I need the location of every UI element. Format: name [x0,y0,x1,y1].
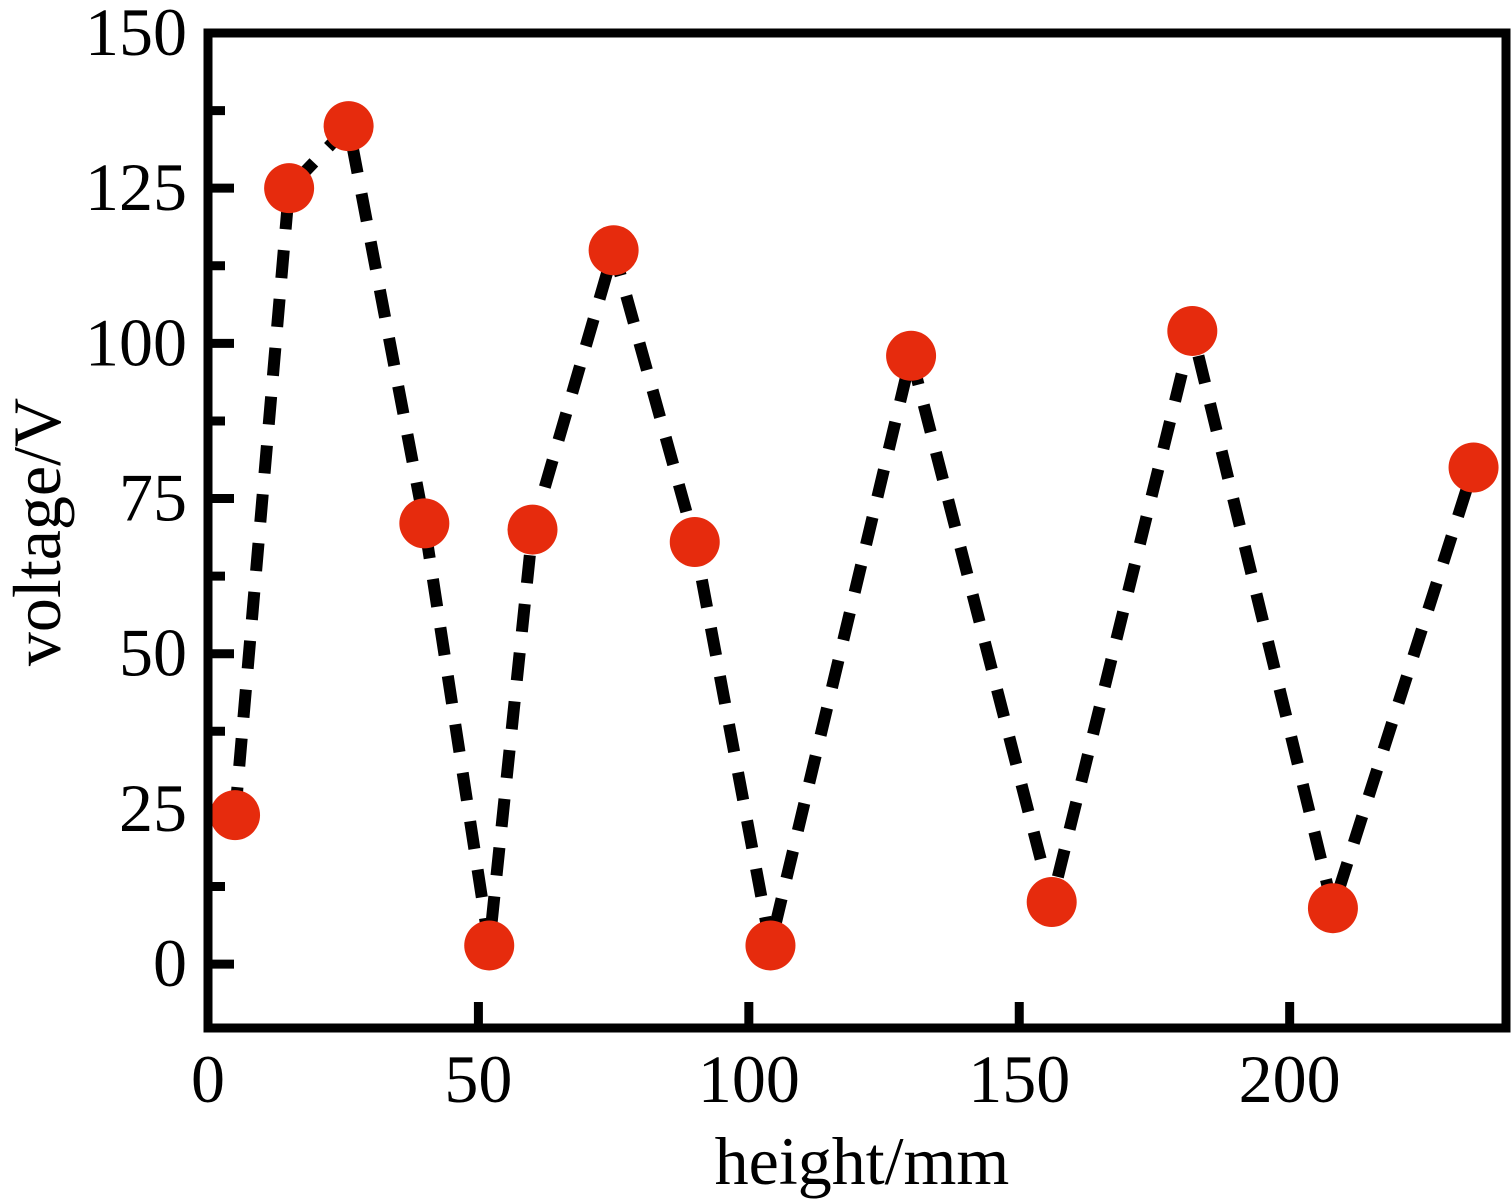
data-point [886,330,937,381]
data-point [210,790,261,841]
data-point [1167,305,1218,356]
y-tick-label: 50 [119,615,187,691]
data-point [264,163,315,214]
data-point [507,504,558,555]
ticks-layer [203,28,1295,1028]
data-point [323,101,374,152]
y-tick-label: 75 [119,460,187,536]
y-tick-label: 100 [85,304,187,380]
data-point [399,498,450,549]
data-point [1026,876,1077,927]
tick-labels-layer: 0 50 100 150 200 0 25 50 75 100 125 150 [85,0,1341,1117]
data-point [745,920,796,971]
x-tick-label: 200 [1239,1041,1341,1117]
data-point [1448,442,1499,493]
data-line [229,113,1480,947]
data-point [464,920,515,971]
x-tick-label: 0 [191,1041,225,1117]
data-point [1307,883,1358,934]
data-point [588,225,639,276]
x-tick-label: 100 [698,1041,800,1117]
x-tick-label: 150 [968,1041,1070,1117]
data-point [669,516,720,567]
y-tick-label: 0 [153,925,187,1001]
x-tick-label: 50 [444,1041,512,1117]
y-tick-label: 125 [85,149,187,225]
y-axis-title: voltage/V [0,398,75,666]
plot-border [203,28,1511,1033]
y-tick-label: 25 [119,770,187,846]
data-points-layer [210,101,1499,971]
x-axis-title: height/mm [715,1123,1010,1199]
y-tick-label: 150 [85,0,187,70]
data-line-layer [229,113,1480,947]
